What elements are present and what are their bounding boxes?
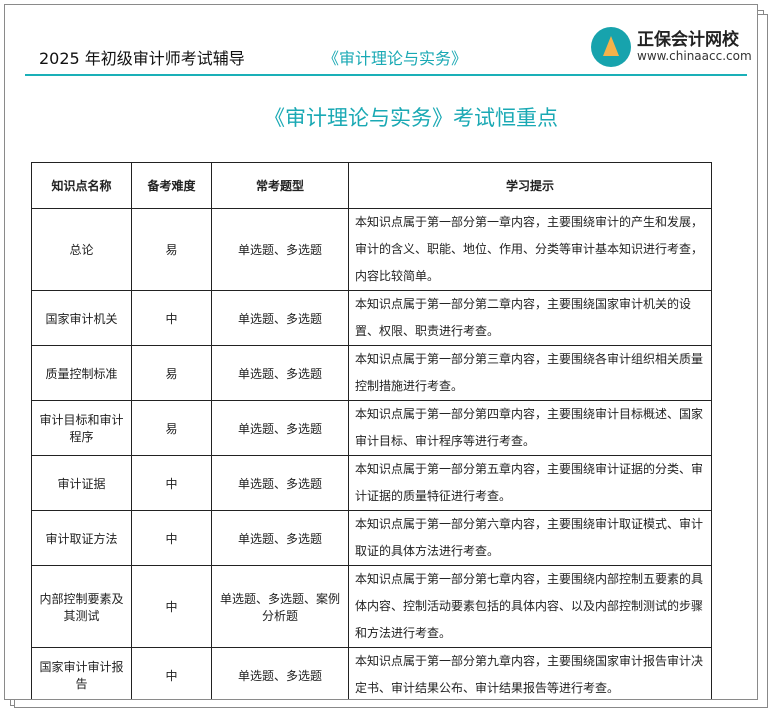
question-type-cell: 单选题、多选题 xyxy=(211,400,349,456)
topic-cell: 审计目标和审计程序 xyxy=(31,400,132,456)
question-type-cell: 单选题、多选题 xyxy=(211,290,349,346)
table-row: 审计目标和审计程序易单选题、多选题 本知识点属于第一部分第四章内容，主要围绕审计目… xyxy=(31,400,712,456)
logo-url: www.chinaacc.com xyxy=(637,48,752,63)
topic-cell: 国家审计审计报告 xyxy=(31,647,132,699)
question-type-cell: 单选题、多选题、案例分析题 xyxy=(211,565,349,648)
topic-cell: 质量控制标准 xyxy=(31,345,132,401)
table-row: 国家审计审计报告中单选题、多选题 本知识点属于第一部分第九章内容，主要围绕国家审计… xyxy=(31,647,712,699)
col-header: 常考题型 xyxy=(211,162,349,209)
question-type-cell: 单选题、多选题 xyxy=(211,208,349,291)
study-tip-cell: 本知识点属于第一部分第三章内容，主要围绕各审计组织相关质量控制措施进行考查。 xyxy=(348,345,712,401)
logo: 正保会计网校 www.chinaacc.com xyxy=(591,27,752,67)
topic-cell: 总论 xyxy=(31,208,132,291)
study-tip-cell: 本知识点属于第一部分第一章内容，主要围绕审计的产生和发展，审计的含义、职能、地位… xyxy=(348,208,712,291)
table-row: 质量控制标准易单选题、多选题 本知识点属于第一部分第三章内容，主要围绕各审计组织相… xyxy=(31,345,712,401)
question-type-cell: 单选题、多选题 xyxy=(211,345,349,401)
question-type-cell: 单选题、多选题 xyxy=(211,647,349,699)
difficulty-cell: 易 xyxy=(131,400,212,456)
key-points-table: 知识点名称 备考难度 常考题型 学习提示 总论易单选题、多选题 本知识点属于第一部… xyxy=(31,162,712,699)
topic-cell: 审计证据 xyxy=(31,455,132,511)
question-type-cell: 单选题、多选题 xyxy=(211,510,349,566)
study-tip-cell: 本知识点属于第一部分第四章内容，主要围绕审计目标概述、国家审计目标、审计程序等进… xyxy=(348,400,712,456)
header-subject: 《审计理论与实务》 xyxy=(323,49,468,68)
col-header: 知识点名称 xyxy=(31,162,132,209)
document-page: 2025 年初级审计师考试辅导 《审计理论与实务》 正保会计网校 www.chi… xyxy=(4,4,758,700)
topic-cell: 内部控制要素及其测试 xyxy=(31,565,132,648)
study-tip-cell: 本知识点属于第一部分第九章内容，主要围绕国家审计报告审计决定书、审计结果公布、审… xyxy=(348,647,712,699)
difficulty-cell: 中 xyxy=(131,565,212,648)
difficulty-cell: 易 xyxy=(131,208,212,291)
page-title: 《审计理论与实务》考试恒重点 xyxy=(264,106,558,130)
table-row: 审计证据中单选题、多选题 本知识点属于第一部分第五章内容，主要围绕审计证据的分类、… xyxy=(31,455,712,511)
study-tip-cell: 本知识点属于第一部分第六章内容，主要围绕审计取证模式、审计取证的具体方法进行考查… xyxy=(348,510,712,566)
table-row: 审计取证方法中单选题、多选题 本知识点属于第一部分第六章内容，主要围绕审计取证模式… xyxy=(31,510,712,566)
col-header: 备考难度 xyxy=(131,162,212,209)
study-tip-cell: 本知识点属于第一部分第五章内容，主要围绕审计证据的分类、审计证据的质量特征进行考… xyxy=(348,455,712,511)
topic-cell: 国家审计机关 xyxy=(31,290,132,346)
header-course: 2025 年初级审计师考试辅导 xyxy=(39,49,245,68)
study-tip-cell: 本知识点属于第一部分第二章内容，主要围绕国家审计机关的设置、权限、职责进行考查。 xyxy=(348,290,712,346)
difficulty-cell: 中 xyxy=(131,455,212,511)
header-divider xyxy=(25,74,747,76)
col-header: 学习提示 xyxy=(348,162,712,209)
logo-name: 正保会计网校 xyxy=(637,30,739,51)
table-row: 国家审计机关中单选题、多选题 本知识点属于第一部分第二章内容，主要围绕国家审计机关… xyxy=(31,290,712,346)
difficulty-cell: 中 xyxy=(131,647,212,699)
difficulty-cell: 中 xyxy=(131,510,212,566)
study-tip-cell: 本知识点属于第一部分第七章内容，主要围绕内部控制五要素的具体内容、控制活动要素包… xyxy=(348,565,712,648)
difficulty-cell: 中 xyxy=(131,290,212,346)
question-type-cell: 单选题、多选题 xyxy=(211,455,349,511)
table-row: 总论易单选题、多选题 本知识点属于第一部分第一章内容，主要围绕审计的产生和发展，审… xyxy=(31,208,712,291)
difficulty-cell: 易 xyxy=(131,345,212,401)
table-row: 内部控制要素及其测试中单选题、多选题、案例分析题 本知识点属于第一部分第七章内容，… xyxy=(31,565,712,648)
logo-icon xyxy=(591,27,631,67)
topic-cell: 审计取证方法 xyxy=(31,510,132,566)
